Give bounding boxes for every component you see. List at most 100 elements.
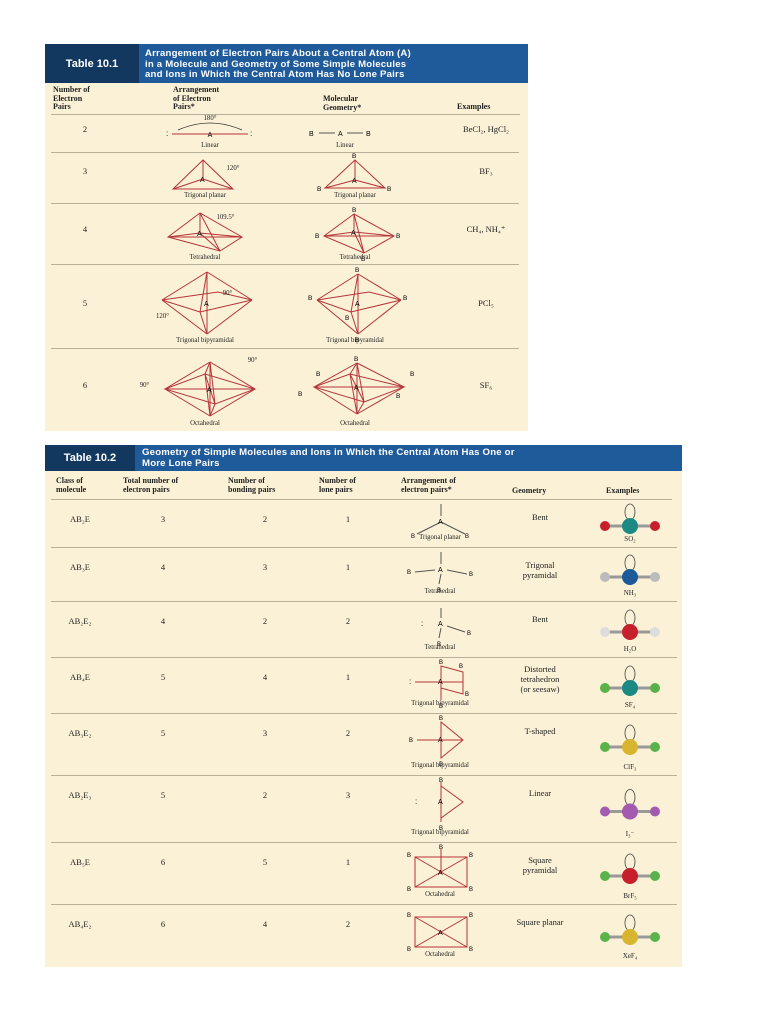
geometry-label: T-shaped — [524, 726, 556, 736]
class-value: AB₂E₃ — [68, 790, 92, 800]
svg-text::: : — [409, 677, 411, 686]
svg-text:A: A — [438, 567, 443, 574]
geometry-label: Linear — [336, 142, 354, 149]
total-pairs-value: 6 — [160, 919, 166, 929]
svg-text:B: B — [352, 207, 356, 214]
angle-label-equatorial: 120° — [156, 313, 169, 320]
svg-text:B: B — [437, 642, 441, 648]
table-10-1-number: Table 10.1 — [45, 44, 139, 83]
linear-geometry-diagram: B A B — [309, 131, 371, 138]
svg-text:A: A — [438, 799, 443, 806]
svg-text:B: B — [437, 588, 441, 594]
table-10-1-header: Table 10.1 Arrangement of Electron Pairs… — [45, 44, 528, 83]
molecule-model-icon — [600, 724, 660, 755]
molecule-model-icon — [600, 554, 660, 585]
arrangement-diagram: A B B B — [409, 716, 464, 768]
col-header-lone: Number of lone pairs — [319, 476, 356, 494]
molecule-model-icon — [600, 914, 660, 945]
table-10-2-title: Geometry of Simple Molecules and Ions in… — [142, 447, 515, 469]
geometry-label: Bent — [531, 512, 549, 522]
pairs-value: 5 — [82, 298, 88, 308]
geometry-label: Distorted tetrahedron (or seesaw) — [520, 664, 560, 694]
molecule-model-icon — [600, 503, 660, 534]
bonding-pairs-value: 5 — [262, 857, 268, 867]
arrangement-label: Octahedral — [425, 891, 455, 898]
arrangement-label: Tetrahedral — [424, 644, 456, 651]
molecule-model-icon — [600, 789, 660, 820]
total-pairs-value: 4 — [160, 616, 166, 626]
bonding-pairs-value: 4 — [262, 919, 268, 929]
svg-text:A: A — [438, 679, 443, 686]
example-formula: SO₂ — [624, 535, 636, 543]
arrangement-label: Linear — [201, 142, 219, 149]
bonding-pairs-value: 2 — [262, 790, 268, 800]
geometry-label: Octahedral — [340, 420, 370, 427]
examples-value: SF₆ — [479, 380, 493, 390]
bonding-pairs-value: 2 — [262, 514, 268, 524]
svg-text::: : — [250, 129, 252, 138]
arrangement-label: Trigonal bipyramidal — [176, 337, 234, 344]
col-header-class: Class of molecule — [56, 476, 87, 494]
svg-text:B: B — [317, 186, 321, 193]
svg-text:A: A — [204, 301, 209, 308]
svg-text:B: B — [439, 660, 443, 666]
molecule-model-icon — [600, 853, 660, 884]
svg-text:A: A — [438, 930, 443, 937]
svg-text:A: A — [438, 621, 443, 628]
lone-pairs-value: 1 — [345, 514, 351, 524]
col-header-total: Total number of electron pairs — [123, 476, 179, 494]
lone-pairs-value: 2 — [345, 919, 351, 929]
svg-text:B: B — [352, 153, 356, 160]
col-header-pairs: Number of Electron Pairs — [53, 85, 90, 112]
svg-text:B: B — [309, 131, 314, 138]
svg-text:A: A — [438, 519, 443, 526]
svg-text:B: B — [396, 393, 400, 400]
trigonal-planar-geometry-diagram: B A B B — [317, 153, 391, 193]
svg-text:B: B — [308, 295, 312, 302]
geometry-label: Square pyramidal — [522, 855, 558, 875]
linear-arrangement-diagram: A :: — [166, 122, 252, 139]
arrangement-label: Trigonal bipyramidal — [411, 762, 469, 769]
example-formula: SF₄ — [624, 701, 636, 709]
geometry-label: Linear — [528, 788, 552, 798]
arrangement-label: Tetrahedral — [189, 254, 221, 261]
pairs-value: 2 — [82, 124, 88, 134]
arrangement-label: Octahedral — [425, 951, 455, 958]
svg-text:A: A — [355, 301, 360, 308]
pairs-value: 6 — [82, 380, 88, 390]
molecule-model-icon — [600, 609, 660, 640]
lone-pairs-value: 3 — [345, 790, 351, 800]
svg-text:B: B — [315, 233, 319, 240]
angle-label: 180° — [203, 115, 217, 122]
svg-text:A: A — [438, 737, 443, 744]
table-10-2-header: Table 10.2 Geometry of Simple Molecules … — [45, 445, 682, 471]
class-value: AB₃E — [70, 562, 90, 572]
pairs-value: 4 — [82, 224, 88, 234]
svg-text:B: B — [407, 570, 411, 576]
angle-label-axial: 90° — [222, 290, 233, 297]
svg-text:B: B — [410, 371, 414, 378]
trigonal-bipyramidal-geometry-diagram: B A B B B B — [308, 267, 407, 344]
svg-text:B: B — [345, 315, 349, 322]
table-10-2: Table 10.2 Geometry of Simple Molecules … — [45, 445, 682, 967]
svg-text:B: B — [469, 853, 473, 859]
arrangement-diagram: A B B — [411, 504, 469, 540]
geometry-label: Square planar — [516, 917, 564, 927]
lone-pairs-value: 1 — [345, 672, 351, 682]
bonding-pairs-value: 3 — [262, 728, 268, 738]
example-formula: ClF₃ — [623, 763, 637, 771]
arrangement-diagram: A B B B B — [407, 913, 473, 953]
svg-text:B: B — [465, 692, 469, 698]
geometry-label: Trigonal pyramidal — [522, 560, 558, 580]
svg-text:B: B — [469, 887, 473, 893]
geometry-label: Trigonal bipyramidal — [326, 337, 384, 344]
svg-text:A: A — [338, 131, 343, 138]
table-10-1: Table 10.1 Arrangement of Electron Pairs… — [45, 44, 528, 431]
svg-text:B: B — [403, 295, 407, 302]
arrangement-label: Trigonal bipyramidal — [411, 829, 469, 836]
svg-text:A: A — [352, 178, 357, 185]
class-value: AB₃E₂ — [68, 728, 92, 738]
total-pairs-value: 4 — [160, 562, 166, 572]
svg-text:A: A — [207, 387, 212, 394]
example-formula: BrF₅ — [623, 892, 637, 900]
